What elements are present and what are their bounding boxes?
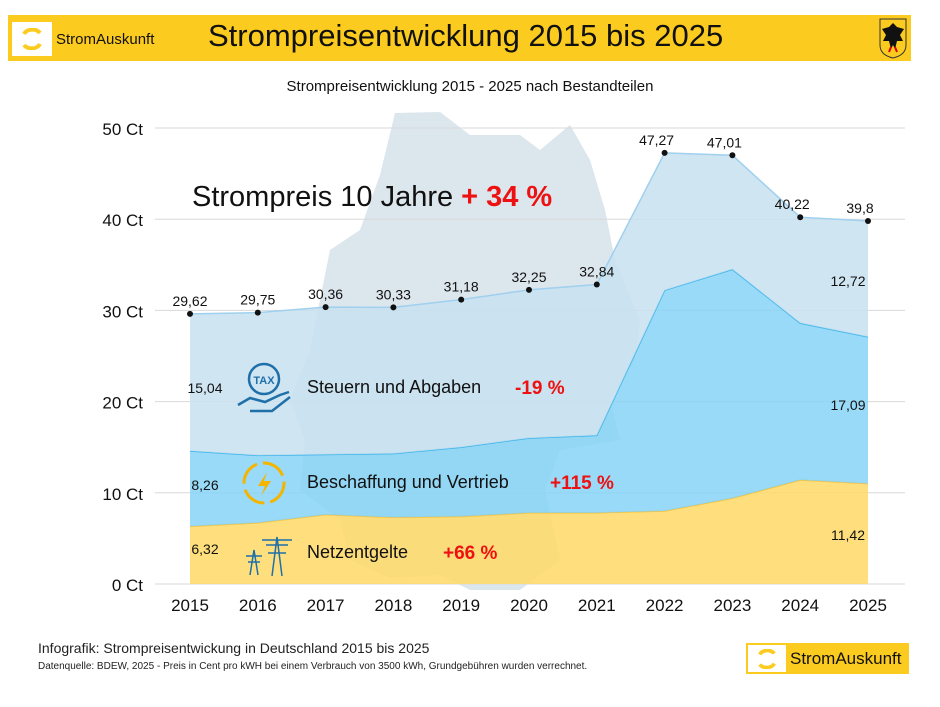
headline-text: Strompreis 10 Jahre xyxy=(192,181,453,213)
bolt xyxy=(258,472,271,496)
total-data-label: 29,75 xyxy=(240,292,275,308)
segment-data-label: 17,09 xyxy=(830,397,865,413)
total-point xyxy=(797,214,804,221)
x-tick-label: 2020 xyxy=(510,596,548,615)
y-tick-label: 0 Ct xyxy=(112,576,143,595)
pylon-small xyxy=(246,549,262,576)
total-data-label: 32,84 xyxy=(579,263,614,279)
legend-change: +115 % xyxy=(550,473,614,494)
hand xyxy=(237,390,291,413)
total-data-label: 39,8 xyxy=(846,200,873,216)
legend-label: Netzentgelte xyxy=(307,542,408,562)
area-netzentgelte xyxy=(190,480,868,584)
segment-data-label: 11,42 xyxy=(831,527,865,543)
footer-logo: StromAuskunft xyxy=(746,643,909,674)
ring xyxy=(242,461,286,505)
legend-label: Beschaffung und Vertrieb xyxy=(307,472,509,492)
lightning-icon xyxy=(242,461,286,505)
x-tick-label: 2018 xyxy=(374,596,412,615)
total-point xyxy=(322,304,329,311)
total-data-label: 30,36 xyxy=(308,286,343,302)
footer-caption: Infografik: Strompreisentwickung in Deut… xyxy=(38,640,430,656)
logo-text: StromAuskunft xyxy=(56,30,155,48)
tax-hand-icon: TAX xyxy=(237,362,291,413)
x-tick-label: 2016 xyxy=(239,596,277,615)
total-point xyxy=(254,309,261,316)
y-tick-label: 40 Ct xyxy=(102,211,143,230)
headline: Strompreis 10 Jahre + 34 % xyxy=(192,181,552,213)
x-tick-label: 2022 xyxy=(646,596,684,615)
total-point xyxy=(729,152,736,159)
chart-title: Strompreisentwicklung 2015 - 2025 nach B… xyxy=(286,78,654,95)
page-title: Strompreisentwicklung 2015 bis 2025 xyxy=(208,18,724,53)
total-data-label: 30,33 xyxy=(376,286,411,302)
logo-swirl-icon xyxy=(12,22,52,56)
german-eagle-icon xyxy=(879,18,907,59)
y-tick-label: 50 Ct xyxy=(102,120,143,139)
area-steuern-und-abgaben xyxy=(190,152,868,456)
total-data-label: 47,01 xyxy=(707,134,742,150)
x-tick-label: 2023 xyxy=(713,596,751,615)
total-point xyxy=(661,149,668,156)
x-tick-label: 2019 xyxy=(442,596,480,615)
total-point xyxy=(458,296,465,303)
total-point xyxy=(187,310,193,317)
tax-text: TAX xyxy=(253,375,275,387)
total-point xyxy=(526,286,532,293)
x-tick-label: 2021 xyxy=(578,596,616,615)
logo-swirl-icon xyxy=(748,645,786,672)
footer-source: Datenquelle: BDEW, 2025 - Preis in Cent … xyxy=(38,661,588,672)
area-beschaffung-und-vertrieb xyxy=(190,269,868,527)
tax-coin xyxy=(247,362,281,396)
legend-change: -19 % xyxy=(515,378,565,399)
segment-data-label: 15,04 xyxy=(187,380,222,396)
total-data-label: 31,18 xyxy=(444,279,479,295)
total-data-label: 32,25 xyxy=(511,269,546,285)
total-point xyxy=(865,218,871,225)
pylon-large xyxy=(262,536,292,577)
power-pylon-icon xyxy=(246,536,292,577)
y-tick-label: 20 Ct xyxy=(102,394,143,413)
stromauskunft-logo: StromAuskunft xyxy=(12,22,187,56)
total-data-label: 40,22 xyxy=(775,196,810,212)
logo-text: StromAuskunft xyxy=(790,648,902,668)
y-tick-label: 10 Ct xyxy=(102,485,143,504)
headline-change: + 34 % xyxy=(461,181,552,213)
legend-change: +66 % xyxy=(443,543,498,564)
x-tick-label: 2015 xyxy=(171,596,209,615)
total-data-label: 47,27 xyxy=(639,132,674,148)
x-tick-label: 2024 xyxy=(781,596,819,615)
total-point xyxy=(390,304,397,311)
segment-data-label: 12,72 xyxy=(830,273,865,289)
total-point xyxy=(593,281,600,288)
segment-data-label: 8,26 xyxy=(191,477,218,493)
legend-label: Steuern und Abgaben xyxy=(307,377,481,397)
x-tick-label: 2017 xyxy=(307,596,345,615)
segment-data-label: 6,32 xyxy=(191,541,218,557)
x-tick-label: 2025 xyxy=(849,596,887,615)
y-tick-label: 30 Ct xyxy=(102,302,143,321)
total-data-label: 29,62 xyxy=(172,293,207,309)
